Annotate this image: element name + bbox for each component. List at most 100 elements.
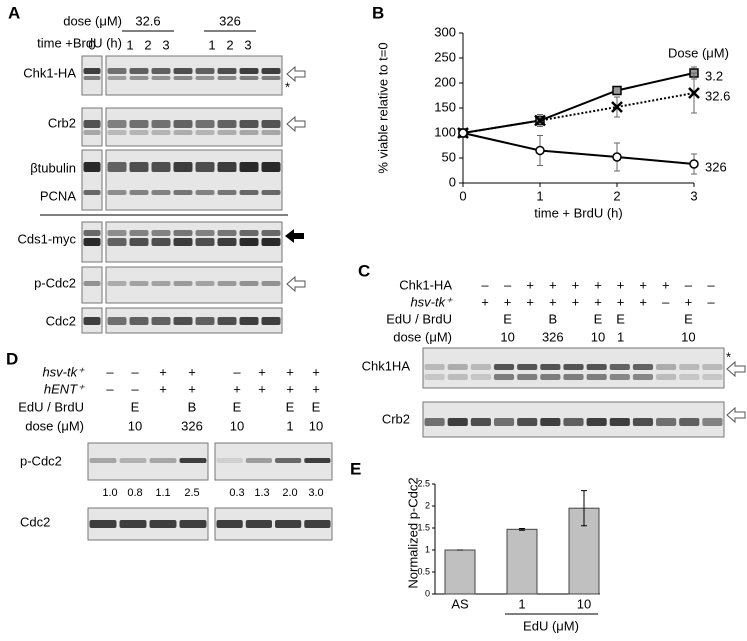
blot-band [261,76,281,80]
blot-band [173,120,193,128]
quant-label: 1.0 [102,487,117,499]
blot [81,55,103,96]
lane-label: E [312,399,321,414]
lane-label: – [707,277,715,292]
blot-band [151,130,171,135]
blot-band [151,76,171,80]
blot-band [563,418,584,426]
blot-band [239,120,259,128]
blot-band [179,520,207,528]
blot-band [586,418,607,426]
blot-band [217,76,237,80]
legend-title: Dose (μM) [668,45,729,60]
blot-band [173,130,193,135]
row-label: PCNA [40,188,76,203]
blot-band [195,238,215,246]
blot-band [261,190,281,195]
lane-label: + [188,381,196,396]
blot-band [151,120,171,128]
marker [612,152,622,162]
lane-label: – [707,294,715,309]
blot-band [129,230,149,236]
x-axis-label: EdU (μM) [523,618,579,633]
blot-band [517,374,538,380]
lane-label: E [233,399,242,414]
blot-band [179,458,207,463]
group-dose: 326 [219,13,241,28]
marker [688,87,700,99]
blot-band [83,317,101,325]
quant-label: 2.0 [282,487,297,499]
column-label: 0 [88,37,95,52]
blot-band [119,458,147,463]
blot-band [195,317,215,325]
lane-label: E [594,311,603,326]
blot-band [540,418,561,426]
blot-band [424,418,445,426]
row-label: p-Cdc2 [34,275,76,290]
lane-label: + [233,381,241,396]
blot-band [470,364,491,370]
marker [534,114,546,127]
marker [689,159,699,169]
lane-label: – [106,364,114,379]
lane-label: B [548,311,557,326]
blot-band [447,374,468,380]
blot-band [493,364,515,370]
marker [458,128,468,138]
y-axis-label: Normalized p-Cdc2 [405,477,420,588]
y-tick-label: 0.5 [417,566,430,576]
panel-letter: C [358,261,370,280]
blot-band [217,317,237,325]
blot-band [304,458,331,463]
lane-label: 326 [181,418,203,433]
blot-band [261,238,281,246]
blot-band [239,190,259,195]
blot-band [173,68,193,74]
time-label: time +BrdU (h) [37,35,122,50]
blot-band [129,281,149,286]
row-label: EdU / BrdU [18,399,84,414]
lane-label: + [312,381,320,396]
blot-band [173,230,193,236]
blot-band [239,68,259,74]
blot-band [239,281,259,286]
row-label: dose (μM) [25,418,84,433]
lane-label: 10 [128,418,142,433]
lane-label: + [639,294,647,309]
quant-label: 2.5 [184,487,199,499]
blot-band [563,364,584,370]
blot-band [656,374,677,380]
blot-label: p-Cdc2 [20,453,62,468]
blot-band [89,458,117,463]
column-label: 1 [208,37,215,52]
asterisk: * [285,79,290,94]
column-label: 2 [144,37,151,52]
lane-label: + [685,294,693,309]
dose-label: dose (μM) [63,13,122,28]
lane-label: + [504,294,512,309]
blot-band [217,120,237,128]
blot-band [83,238,101,246]
blot-band [119,520,147,528]
series-line [462,72,695,134]
blot-band [195,230,215,236]
blot-band [261,230,281,236]
blot-band [217,238,237,246]
blot-band [239,230,259,236]
blot-band [173,190,193,195]
blot-band [107,281,127,286]
lane-label: + [159,364,167,379]
blot-band [151,68,171,74]
blot-band [107,230,127,236]
y-tick-label: 1.5 [417,522,430,532]
quant-label: 1.1 [155,487,170,499]
blot-band [107,130,127,135]
blot-band [129,162,149,172]
row-label: EdU / BrdU [386,311,452,326]
blot-band [129,130,149,135]
lane-label: E [616,311,625,326]
lane-label: – [131,364,139,379]
blot-band [702,418,723,426]
lane-label: + [662,277,670,292]
